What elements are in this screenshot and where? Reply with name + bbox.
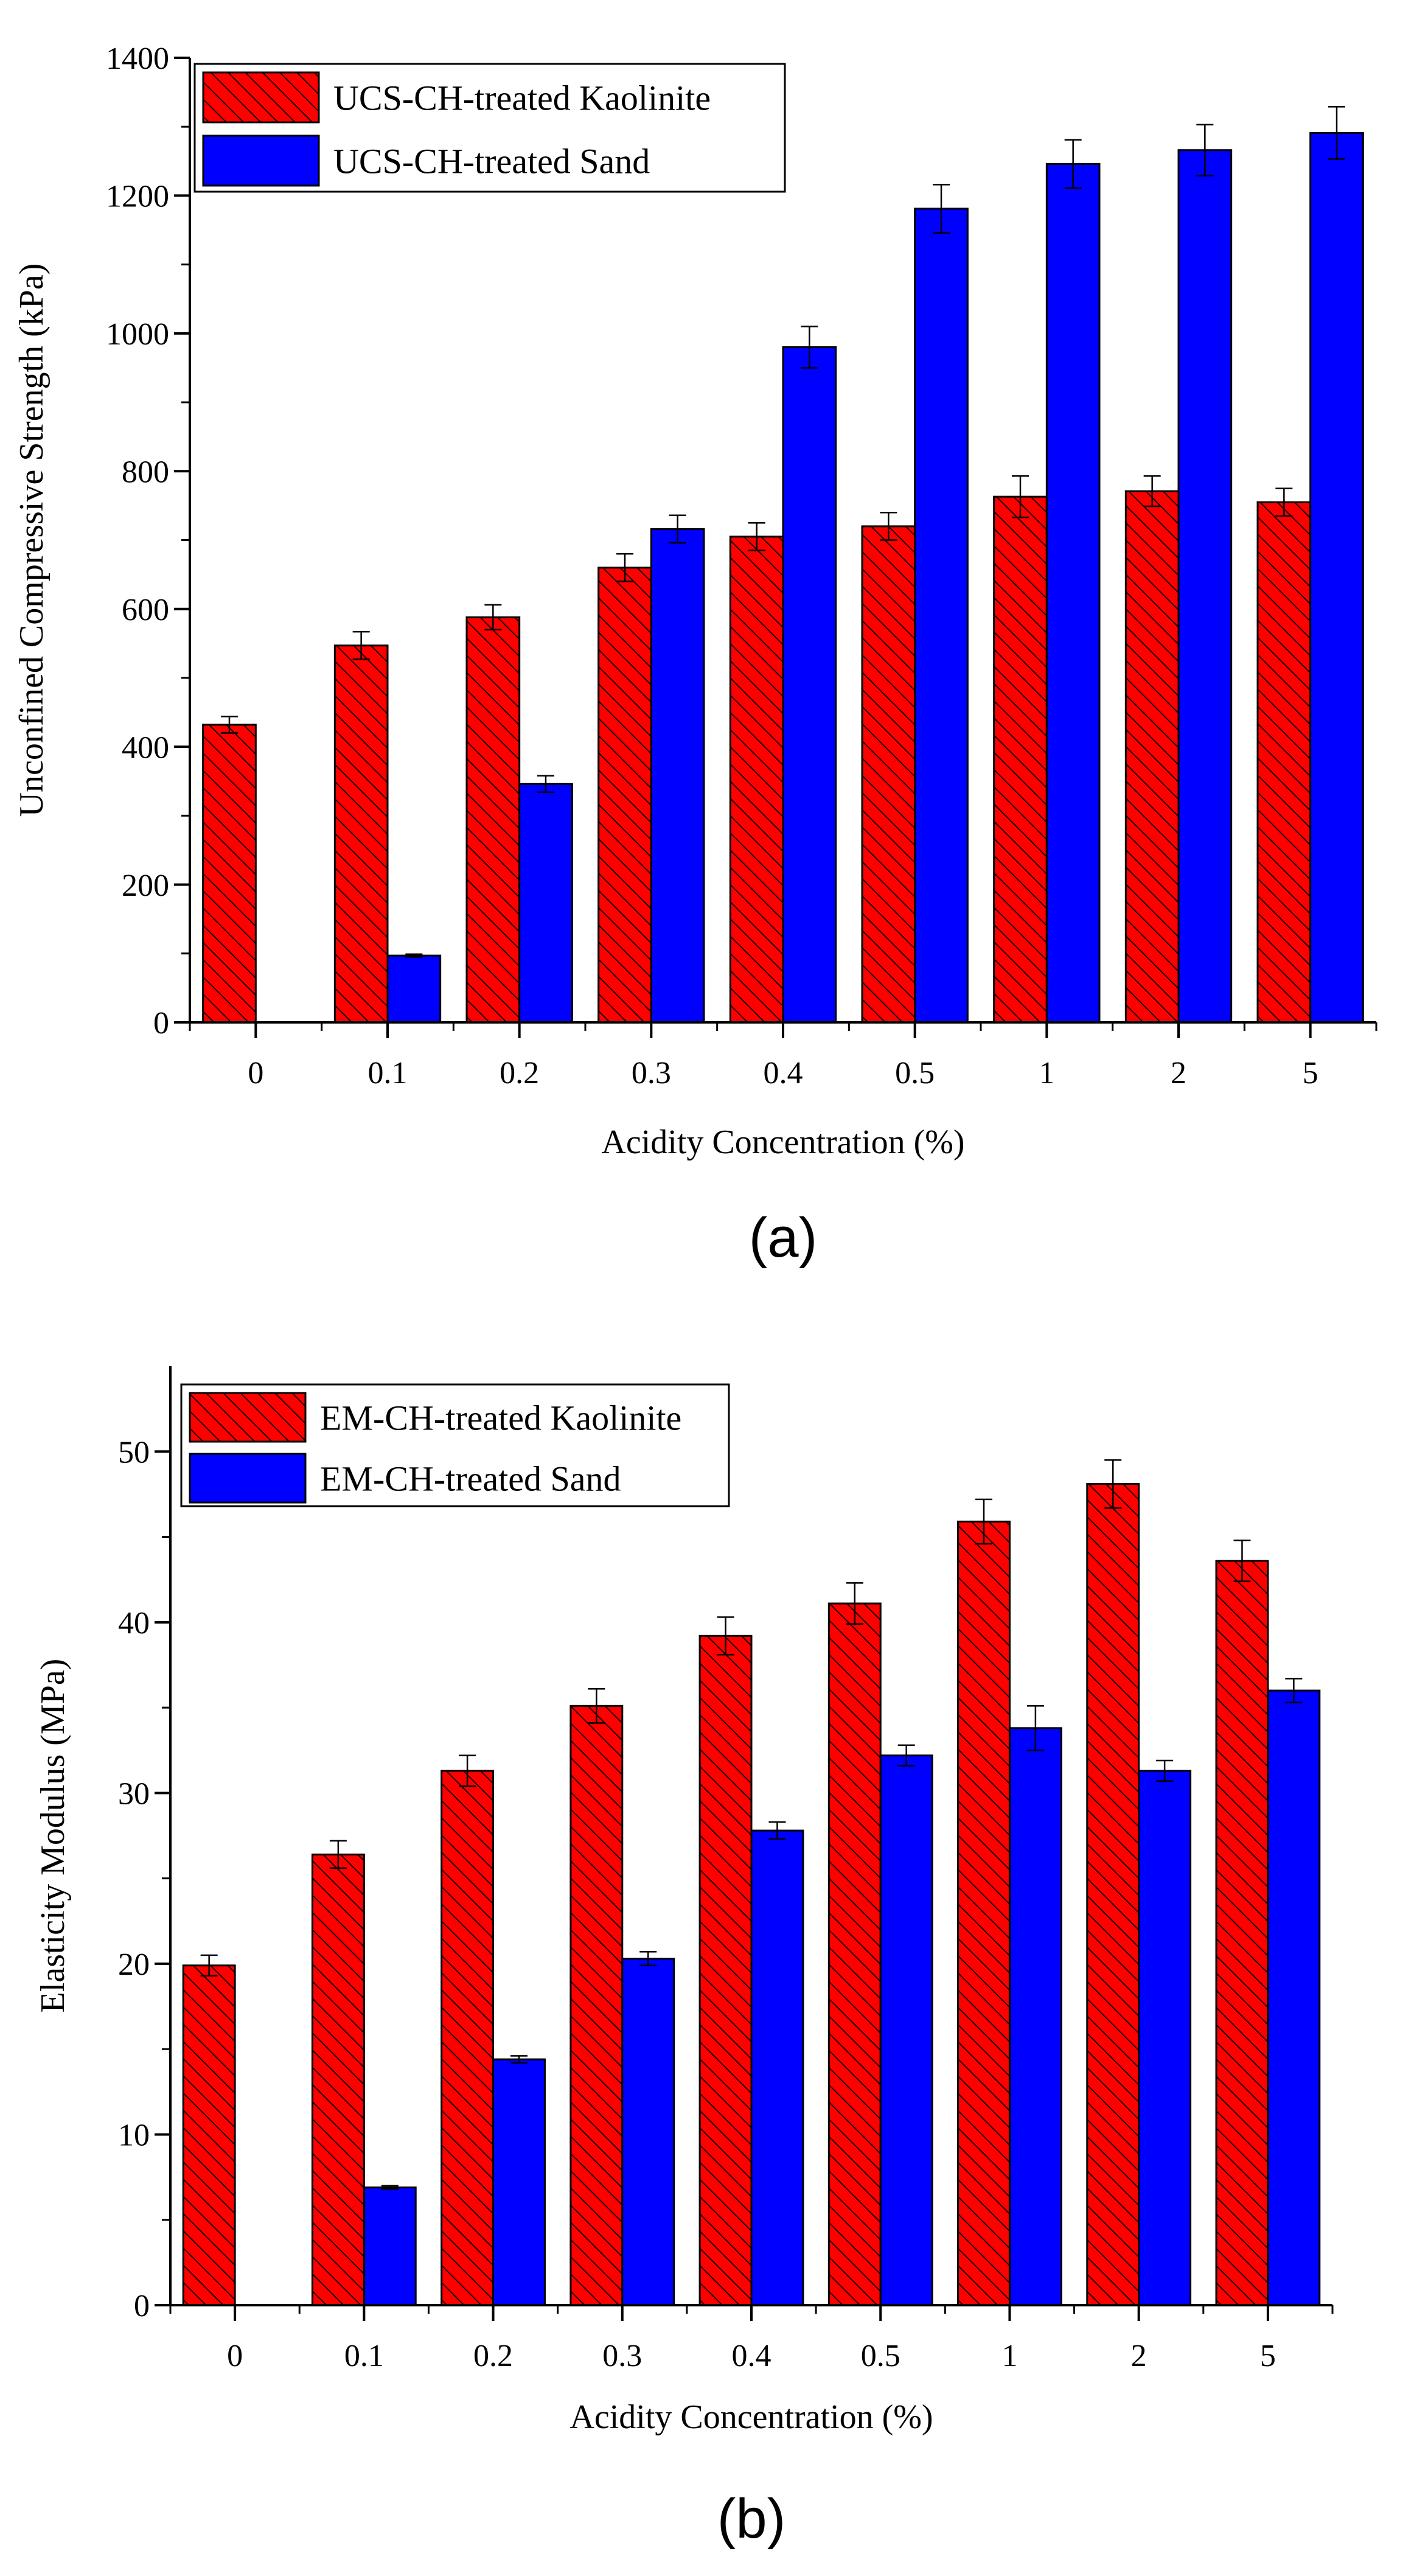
bar-sand — [750, 1829, 804, 2306]
x-tick-label: 0.4 — [732, 2339, 771, 2373]
bar-kaolinite — [698, 1635, 753, 2306]
bar-kaolinite — [729, 536, 784, 1024]
legend-label-kaolinite: EM-CH-treated Kaolinite — [320, 1398, 681, 1437]
y-tick-label: 30 — [118, 1777, 150, 1812]
x-tick-label: 5 — [1303, 1056, 1318, 1091]
legend-swatch-kaolinite — [189, 1392, 307, 1443]
x-tick-label: 0.5 — [895, 1056, 935, 1091]
bar-sand — [621, 1957, 675, 2306]
x-tick-label: 0.3 — [632, 1056, 671, 1091]
bar-kaolinite — [827, 1602, 882, 2306]
x-tick-label: 2 — [1131, 2339, 1147, 2373]
bar-sand — [386, 954, 442, 1024]
x-tick-label: 0.2 — [500, 1056, 539, 1091]
panel-caption: (a) — [749, 1207, 817, 1269]
chart-panel-b: 0 10 20 30 40 50 0 0.1 0.2 0.3 0.4 0.5 1 2 5 Acidity Co… — [34, 1366, 1334, 2550]
y-tick-label: 0 — [134, 2289, 150, 2323]
y-axis-label: Elasticity Modulus (MPa) — [34, 1659, 72, 2013]
bar-kaolinite — [993, 495, 1048, 1024]
bar-kaolinite — [182, 1964, 236, 2306]
bar-sand — [1045, 162, 1101, 1024]
legend-swatch-sand — [189, 1453, 307, 1504]
bar-kaolinite — [569, 1705, 624, 2306]
bar-kaolinite — [465, 616, 521, 1024]
legend-label-sand: EM-CH-treated Sand — [320, 1459, 621, 1498]
legend-label-kaolinite: UCS-CH-treated Kaolinite — [333, 78, 711, 117]
bar-sand — [1309, 131, 1364, 1024]
bar-kaolinite — [202, 724, 257, 1024]
x-tick-label: 0.1 — [344, 2339, 384, 2373]
x-tick-label: 0 — [227, 2339, 243, 2373]
bar-sand — [363, 2186, 417, 2306]
bar-kaolinite — [1086, 1483, 1140, 2306]
x-tick-label: 0.1 — [368, 1056, 408, 1091]
bar-kaolinite — [957, 1520, 1011, 2306]
bar-sand — [879, 1754, 933, 2306]
y-tick-label: 800 — [122, 455, 169, 489]
x-tick-label: 0.3 — [602, 2339, 642, 2373]
y-tick-label: 50 — [118, 1435, 150, 1470]
panel-caption: (b) — [717, 2488, 785, 2550]
bar-kaolinite — [311, 1853, 365, 2306]
bar-sand — [1267, 1689, 1321, 2306]
x-axis-label: Acidity Concentration (%) — [601, 1123, 964, 1161]
y-axis-label: Unconfined Compressive Strength (kPa) — [13, 264, 50, 817]
y-tick-label: 600 — [122, 593, 169, 627]
x-tick-label: 1 — [1001, 2339, 1017, 2373]
bar-kaolinite — [597, 567, 652, 1024]
y-tick-label: 1000 — [106, 317, 169, 352]
y-tick-label: 400 — [122, 730, 169, 765]
y-tick-label: 1200 — [106, 180, 169, 214]
x-tick-label: 0.5 — [861, 2339, 900, 2373]
bar-sand — [650, 528, 705, 1024]
legend-label-sand: UCS-CH-treated Sand — [333, 141, 650, 181]
bar-sand — [1008, 1727, 1062, 2306]
bar-kaolinite — [1124, 490, 1180, 1024]
bar-sand — [518, 783, 573, 1024]
bar-sand — [492, 2058, 546, 2306]
x-tick-label: 0.2 — [473, 2339, 513, 2373]
y-tick-label: 40 — [118, 1606, 150, 1641]
bar-sand — [914, 208, 969, 1024]
bar-sand — [782, 346, 837, 1024]
y-tick-label: 0 — [153, 1006, 169, 1041]
legend-swatch-sand — [202, 134, 320, 187]
y-tick-label: 1400 — [106, 41, 169, 76]
bar-kaolinite — [861, 525, 916, 1024]
bar-kaolinite — [333, 644, 389, 1024]
x-axis-label: Acidity Concentration (%) — [569, 2398, 933, 2436]
y-tick-label: 10 — [118, 2118, 150, 2153]
x-tick-label: 5 — [1260, 2339, 1276, 2373]
chart-panel-a: 0 200 400 600 800 1000 1200 1400 0 0.1 0.2 0.3 0.4 0.… — [13, 41, 1377, 1269]
legend-swatch-kaolinite — [202, 71, 320, 124]
x-tick-label: 2 — [1171, 1056, 1186, 1091]
bar-kaolinite — [1256, 501, 1312, 1024]
x-tick-label: 1 — [1039, 1056, 1054, 1091]
y-tick-label: 200 — [122, 868, 169, 903]
bar-kaolinite — [441, 1770, 495, 2306]
x-tick-label: 0 — [248, 1056, 263, 1091]
bar-kaolinite — [1215, 1560, 1269, 2306]
bar-sand — [1138, 1770, 1192, 2306]
y-tick-label: 20 — [118, 1947, 150, 1982]
x-tick-label: 0.4 — [764, 1056, 803, 1091]
bar-sand — [1177, 149, 1233, 1024]
